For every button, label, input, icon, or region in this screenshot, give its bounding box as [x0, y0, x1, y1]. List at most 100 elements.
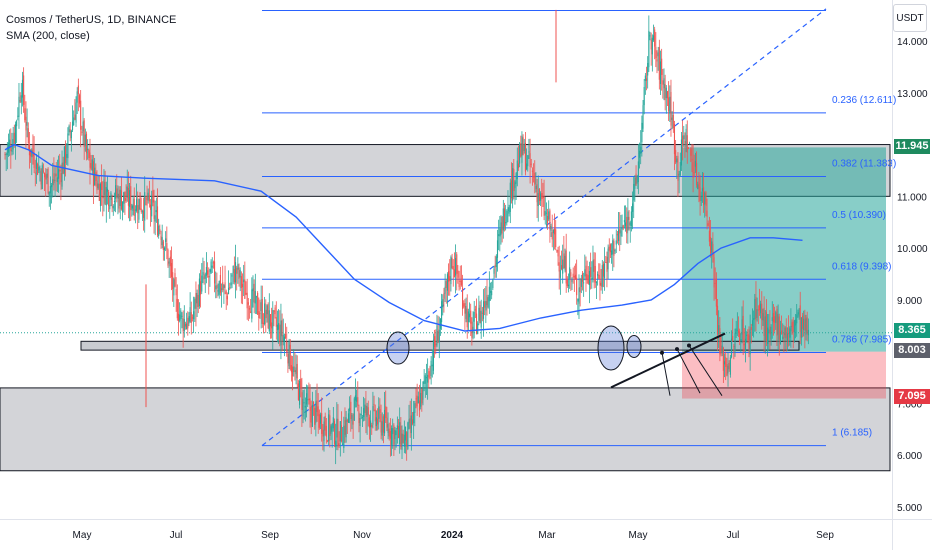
candle-body: [10, 145, 12, 152]
candle-body: [655, 46, 657, 59]
candle-body: [749, 329, 751, 355]
candle-body: [163, 247, 166, 250]
candle-body: [257, 293, 259, 315]
candle-body: [392, 428, 394, 435]
candle-body: [757, 309, 759, 311]
candle-body: [630, 211, 632, 227]
candle-body: [509, 182, 511, 212]
candle-body: [275, 317, 277, 327]
candle-body: [293, 366, 295, 373]
candle-body: [209, 269, 211, 272]
price-tick-label: 13.000: [897, 89, 928, 100]
candle-body: [125, 198, 127, 202]
currency-button[interactable]: USDT: [893, 4, 927, 32]
candle-body: [271, 322, 273, 329]
candle-body: [77, 85, 79, 95]
candle-body: [437, 330, 439, 343]
candle-body: [333, 421, 336, 444]
candle-body: [95, 172, 97, 181]
candle-body: [292, 366, 294, 377]
candle-body: [689, 143, 691, 145]
candle-body: [700, 196, 702, 201]
candle-body: [540, 193, 542, 201]
candle-body: [139, 192, 141, 210]
candle-body: [637, 161, 639, 183]
candle-body: [485, 301, 487, 311]
candle-body: [113, 200, 115, 202]
candle-body: [629, 222, 631, 226]
candle-body: [88, 150, 90, 158]
candle-body: [616, 234, 618, 236]
candle-body: [53, 173, 55, 184]
candle-body: [696, 162, 698, 186]
candle-body: [131, 205, 133, 209]
candle-body: [6, 147, 8, 156]
candle-body: [56, 177, 58, 182]
candle-body: [571, 279, 573, 283]
candle-body: [283, 336, 285, 342]
candle-body: [262, 322, 265, 324]
candle-body: [686, 135, 688, 153]
candle-body: [507, 207, 509, 211]
candle-body: [725, 357, 727, 367]
candle-body: [586, 274, 588, 281]
price-tick-label: 6.000: [897, 451, 922, 462]
candle-body: [218, 280, 220, 295]
candle-body: [659, 61, 662, 84]
candle-body: [174, 273, 176, 287]
candle-body: [159, 228, 161, 232]
candle-body: [371, 424, 373, 428]
candle-body: [661, 58, 663, 75]
candle-body: [319, 414, 322, 424]
candle-body: [91, 159, 93, 171]
candle-body: [323, 421, 325, 442]
candle-body: [591, 277, 593, 280]
price-tick-label: 10.000: [897, 244, 928, 255]
candle-body: [436, 325, 438, 346]
candle-body: [173, 279, 175, 296]
candle-body: [247, 302, 249, 305]
candle-body: [31, 149, 33, 158]
candle-body: [429, 376, 431, 379]
candle-body: [89, 152, 91, 168]
candle-body: [599, 280, 601, 286]
candle-body: [310, 406, 312, 423]
candle-body: [70, 130, 72, 139]
candle-body: [210, 261, 212, 274]
candle-body: [620, 230, 622, 237]
candle-body: [347, 413, 350, 423]
candle-body: [186, 323, 188, 330]
candle-body: [21, 79, 24, 98]
candle-body: [638, 150, 641, 158]
candle-body: [713, 257, 715, 288]
candle-body: [342, 443, 344, 446]
candle-body: [756, 309, 758, 318]
candle-body: [130, 186, 132, 211]
candle-body: [517, 163, 519, 169]
candle-body: [191, 317, 193, 319]
candle-body: [231, 274, 233, 277]
candle-body: [520, 143, 522, 157]
candle-body: [137, 205, 139, 214]
candle-body: [488, 286, 490, 302]
candle-body: [356, 397, 358, 402]
candle-body: [343, 425, 345, 449]
candle-body: [679, 162, 681, 176]
candle-body: [16, 121, 18, 127]
candle-body: [707, 223, 709, 226]
candle-body: [78, 95, 81, 104]
candle-body: [496, 240, 499, 258]
candle-body: [96, 180, 98, 191]
candle-body: [400, 425, 402, 447]
candle-body: [481, 312, 483, 314]
candle-body: [394, 430, 396, 440]
candle-body: [536, 184, 538, 203]
candle-body: [269, 314, 272, 327]
candle-body: [188, 316, 190, 324]
candle-body: [432, 339, 435, 371]
candle-body: [297, 383, 299, 400]
candle-body: [380, 414, 382, 433]
candle-body: [602, 263, 604, 277]
candle-body: [5, 153, 7, 156]
